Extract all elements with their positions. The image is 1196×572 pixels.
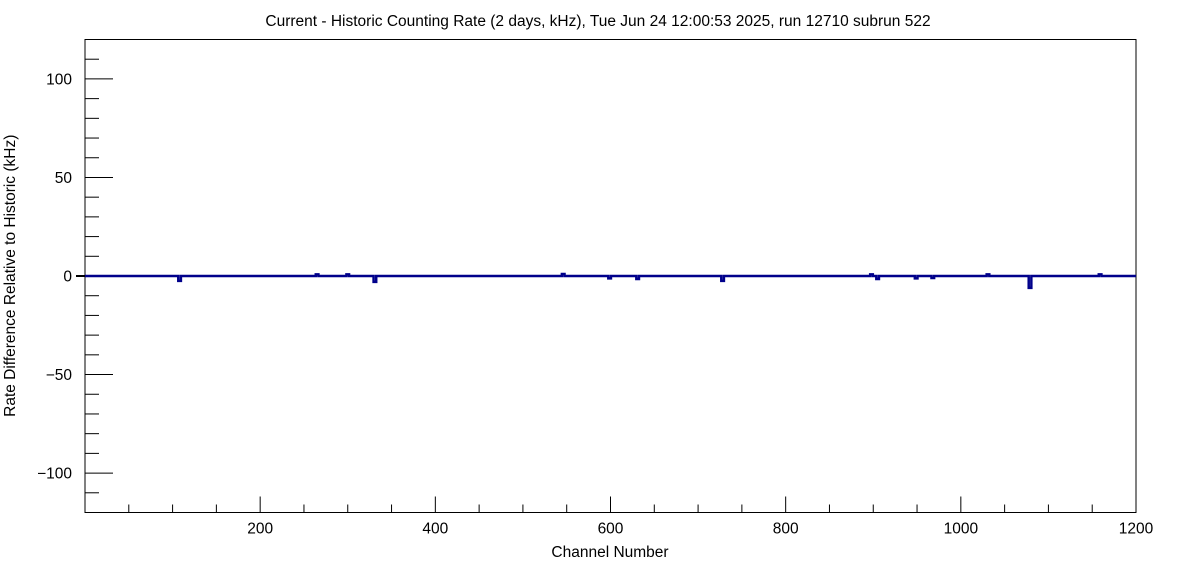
y-tick-label: 100 xyxy=(46,71,72,88)
y-axis-title: Rate Difference Relative to Historic (kH… xyxy=(2,135,19,417)
y-tick-label: −100 xyxy=(37,466,72,483)
x-tick-label: 600 xyxy=(598,521,624,538)
x-tick-label: 1200 xyxy=(1119,521,1154,538)
y-tick-label: −50 xyxy=(46,367,73,384)
x-tick-label: 1000 xyxy=(944,521,979,538)
y-tick-label: 50 xyxy=(55,170,73,187)
x-axis-title: Channel Number xyxy=(551,544,668,561)
y-tick-label: 0 xyxy=(63,269,72,286)
x-tick-label: 400 xyxy=(422,521,448,538)
data-line xyxy=(85,272,1136,290)
x-tick-label: 800 xyxy=(773,521,799,538)
plot-frame-group: 200 400 600 800 1000 1200 −100 −50 0 50 100 xyxy=(37,39,1154,538)
x-tick-label: 200 xyxy=(247,521,273,538)
chart-title: Current - Historic Counting Rate (2 days… xyxy=(265,13,930,30)
